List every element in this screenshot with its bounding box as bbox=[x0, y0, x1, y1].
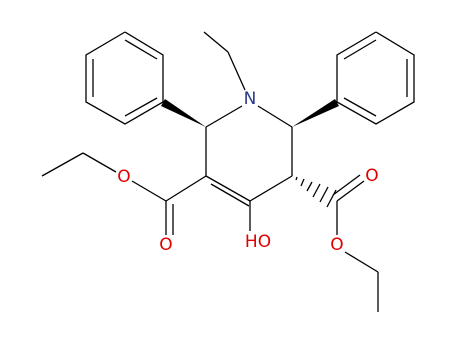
atom-label: O bbox=[159, 235, 172, 255]
atom-label: O bbox=[330, 235, 343, 255]
wedge-bond bbox=[161, 99, 206, 127]
wedge-bond bbox=[292, 99, 339, 127]
atom-label: O bbox=[117, 167, 130, 187]
atom-label: HO bbox=[245, 232, 271, 252]
bonds bbox=[41, 31, 415, 312]
atom-label: O bbox=[365, 166, 378, 186]
atom-label: N bbox=[244, 89, 257, 109]
